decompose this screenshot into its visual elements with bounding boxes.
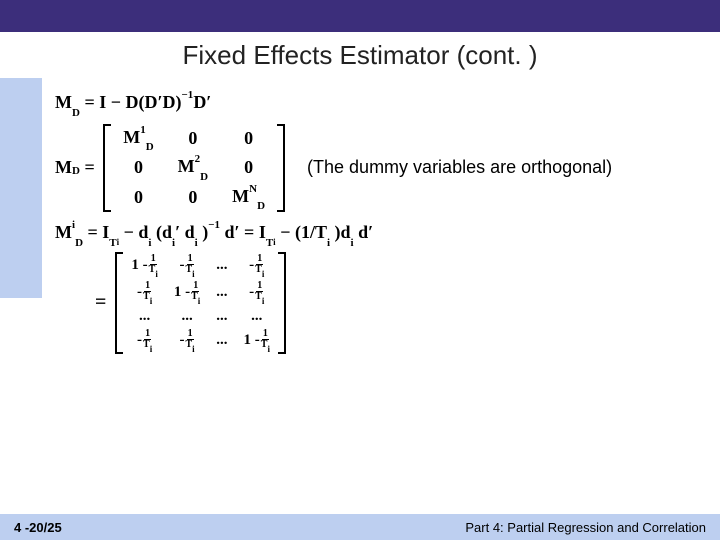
- matrix-cell: 1 - 1Ti: [123, 252, 165, 279]
- matrix-cell: 0: [220, 124, 277, 154]
- matrix-cell: 0: [220, 153, 277, 183]
- eq1: MD = I − D(D′D)−1D′: [55, 92, 700, 116]
- top-bar: [0, 0, 720, 32]
- matrix-cell: 0: [111, 183, 165, 213]
- matrix-cell: ...: [236, 306, 278, 327]
- matrix-cell: MND: [220, 183, 277, 213]
- matrix-cell: ...: [208, 306, 235, 327]
- matrix-cell: ...: [208, 279, 235, 306]
- footer: 4 -20/25 Part 4: Partial Regression and …: [0, 514, 720, 540]
- left-strip: [0, 78, 42, 298]
- orthogonal-note: (The dummy variables are orthogonal): [307, 157, 612, 178]
- fraction-matrix: 1 - 1Ti- 1Ti...- 1Ti- 1Ti1 - 1Ti...- 1Ti…: [115, 252, 286, 354]
- matrix-cell: - 1Ti: [236, 279, 278, 306]
- matrix-cell: 1 - 1Ti: [236, 327, 278, 354]
- matrix-cell: - 1Ti: [123, 279, 165, 306]
- matrix-cell: ...: [208, 252, 235, 279]
- matrix-cell: 0: [166, 124, 220, 154]
- eq2: MD = M1D000M2D000MND (The dummy variable…: [55, 124, 700, 213]
- matrix-cell: ...: [166, 306, 208, 327]
- content: MD = I − D(D′D)−1D′ MD = M1D000M2D000MND…: [55, 88, 700, 358]
- page-number: 4 -20/25: [14, 520, 62, 535]
- page-title: Fixed Effects Estimator (cont. ): [0, 40, 720, 71]
- eq3: MiD = ITi − di (di′ di )−1 d′ = ITi − (1…: [55, 222, 700, 246]
- matrix-cell: - 1Ti: [166, 327, 208, 354]
- matrix-cell: ...: [208, 327, 235, 354]
- matrix-cell: M2D: [166, 153, 220, 183]
- matrix-cell: 1 - 1Ti: [166, 279, 208, 306]
- part-label: Part 4: Partial Regression and Correlati…: [465, 520, 706, 535]
- matrix-cell: - 1Ti: [166, 252, 208, 279]
- matrix-cell: 0: [111, 153, 165, 183]
- block-matrix: M1D000M2D000MND: [103, 124, 285, 213]
- matrix-cell: - 1Ti: [236, 252, 278, 279]
- matrix-cell: - 1Ti: [123, 327, 165, 354]
- eq4: = 1 - 1Ti- 1Ti...- 1Ti- 1Ti1 - 1Ti...- 1…: [95, 252, 700, 354]
- matrix-cell: 0: [166, 183, 220, 213]
- matrix-cell: ...: [123, 306, 165, 327]
- slide: Fixed Effects Estimator (cont. ) MD = I …: [0, 0, 720, 540]
- matrix-cell: M1D: [111, 124, 165, 154]
